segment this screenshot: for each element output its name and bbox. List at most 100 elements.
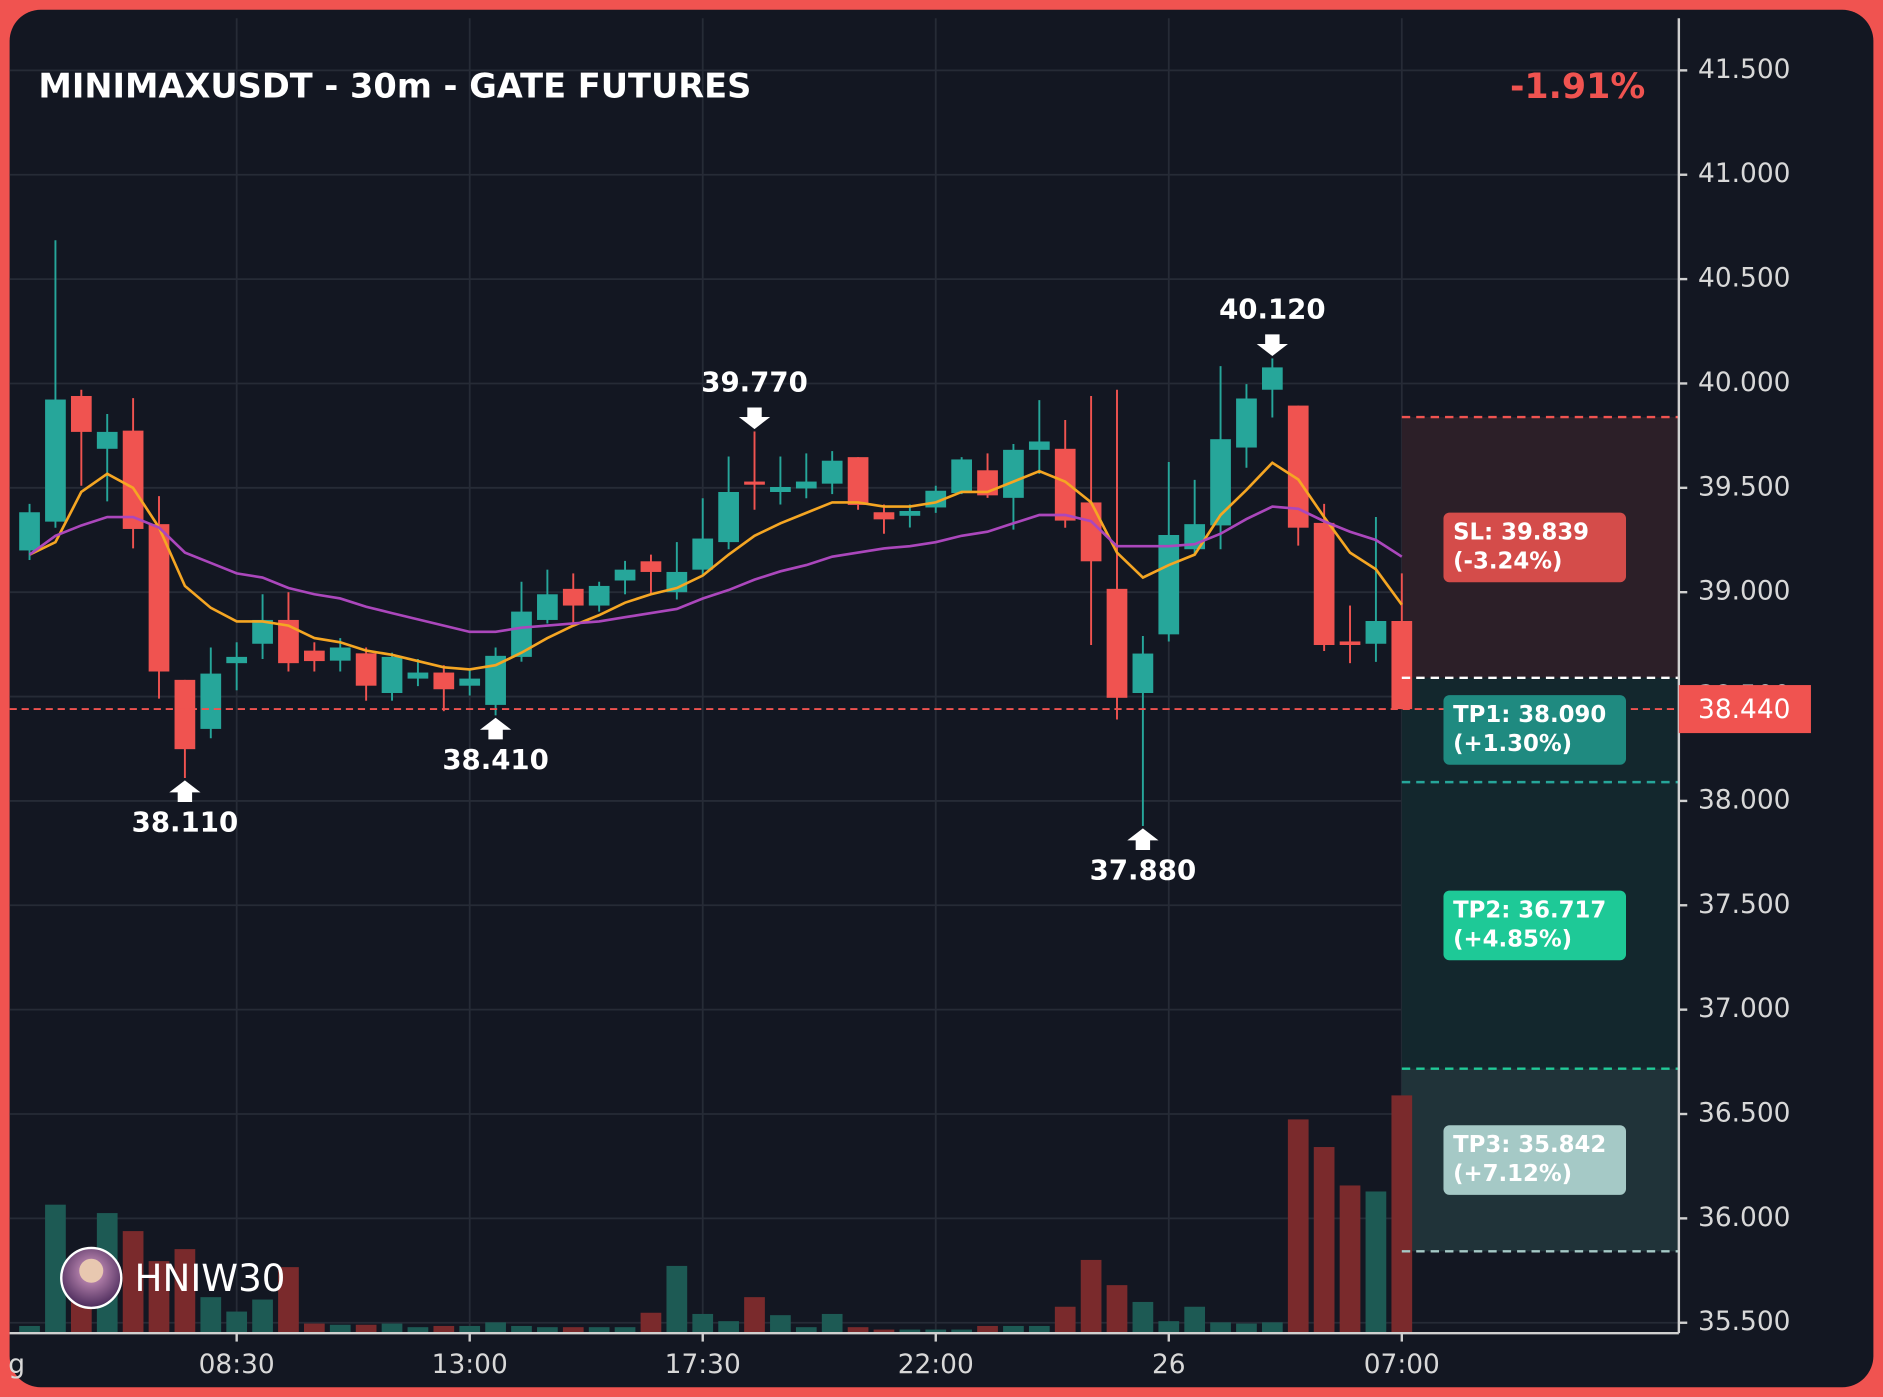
y-tick-label: 40.500 (1698, 263, 1790, 294)
candle-body (847, 457, 869, 505)
x-tick-label: 17:30 (665, 1349, 741, 1380)
watermark-text: HNIW30 (135, 1256, 286, 1300)
x-tick-label: 26 (1152, 1349, 1186, 1380)
y-tick-label: 35.500 (1698, 1306, 1790, 1337)
candle-body (1106, 588, 1128, 698)
x-tick-label: 13:00 (432, 1349, 508, 1380)
y-tick-label: 39.000 (1698, 576, 1790, 607)
volume-bar (847, 1327, 869, 1334)
volume-bar (45, 1204, 66, 1334)
trade-box-label: TP2: 36.717 (1453, 898, 1606, 924)
trade-box-label: SL: 39.839 (1453, 520, 1589, 546)
trade-box-change: (-3.24%) (1453, 548, 1562, 574)
volume-bar (174, 1249, 196, 1334)
volume-bar (1028, 1325, 1050, 1334)
y-tick-label: 36.500 (1698, 1098, 1790, 1129)
volume-bar (770, 1315, 791, 1334)
annotation-label: 39.770 (701, 365, 808, 398)
candle-body (278, 619, 299, 664)
candle-body (433, 672, 455, 690)
annotation-arrow (1256, 334, 1288, 357)
change-label: -1.91% (1510, 67, 1645, 107)
candle-body (899, 510, 921, 516)
candle-body (588, 585, 610, 606)
candle-body (1210, 439, 1231, 526)
candle-body (303, 650, 325, 662)
volume-bar (666, 1265, 688, 1334)
x-tick-label: 22:00 (898, 1349, 974, 1380)
candle-body (355, 653, 377, 686)
x-tick-label: 08:30 (199, 1349, 275, 1380)
annotation-arrow (738, 407, 771, 430)
volume-bar (562, 1327, 584, 1334)
annotation-label: 37.880 (1090, 854, 1197, 887)
candle-body (692, 538, 714, 570)
x-tick-label: g (8, 1349, 25, 1380)
last-price-tag-label: 38.440 (1698, 694, 1790, 725)
volume-bar (1236, 1323, 1257, 1334)
trade-box: TP2: 36.717(+4.85%) (1443, 890, 1627, 961)
candle-body (873, 512, 895, 520)
volume-bar (1106, 1285, 1128, 1334)
candle-body (1287, 405, 1309, 528)
candle-body (1028, 441, 1050, 450)
moving-average (28, 505, 1403, 634)
volume-bar (1003, 1325, 1024, 1334)
volume-bar (744, 1297, 765, 1334)
candle-body (614, 569, 636, 581)
volume-bar (148, 1261, 170, 1334)
volume-bar (1080, 1259, 1102, 1334)
plot: SL: 39.839(-3.24%) TP1: 38.090 (+1.30%) TP2… (9, 18, 1679, 1334)
volume-bar (355, 1324, 377, 1334)
trade-box-change: (+1.30%) (1453, 731, 1572, 757)
volume-bar (407, 1327, 429, 1334)
volume-bar (511, 1325, 532, 1334)
volume-bar (614, 1327, 636, 1334)
volume-bar (718, 1321, 739, 1334)
candle-body (45, 399, 66, 522)
candle-body (1365, 620, 1387, 644)
volume-bar (1313, 1147, 1335, 1334)
candle-body (1054, 448, 1076, 521)
candle-body (666, 571, 688, 593)
trade-box-bg (1443, 1125, 1627, 1195)
volume-bar (1261, 1322, 1283, 1334)
candle-body (174, 679, 196, 750)
volume-bar (640, 1312, 662, 1334)
y-tick-label: 41.000 (1698, 158, 1790, 189)
candle-body (640, 561, 662, 572)
candle-body (951, 459, 973, 494)
annotation-arrow (479, 717, 512, 740)
candle-body (329, 647, 351, 661)
last-price-tag-bg (1678, 685, 1811, 734)
volume-bar (433, 1325, 455, 1334)
candle-body (122, 430, 144, 529)
volume-bar (278, 1267, 299, 1334)
volume-bar (1391, 1095, 1413, 1334)
moving-average (28, 461, 1403, 671)
candle-body (511, 611, 532, 657)
candle-body (1339, 641, 1361, 646)
trade-box-bg (1443, 695, 1627, 765)
candle-body (770, 486, 791, 493)
last-price-tag: 38.440 (1678, 685, 1811, 734)
candle-body (1236, 398, 1257, 448)
candle-body (19, 512, 40, 551)
candle-body (1003, 449, 1024, 498)
candle-body (744, 481, 765, 485)
volume-bar (588, 1327, 610, 1334)
candle-body (485, 655, 506, 705)
candle-body (459, 678, 481, 686)
candle-body (1080, 502, 1102, 562)
trade-box-label: TP3: 35.842 (1453, 1132, 1606, 1158)
volume-bar (485, 1322, 506, 1334)
volume-bar (252, 1299, 273, 1334)
candle-body (381, 656, 403, 694)
candle-body (1158, 535, 1180, 635)
candle-body (407, 672, 429, 679)
volume-bar (19, 1325, 40, 1334)
trade-box-change: (+7.12%) (1453, 1161, 1572, 1187)
volume-bar (899, 1329, 921, 1334)
trade-box: TP1: 38.090 (+1.30%) (1443, 695, 1627, 765)
